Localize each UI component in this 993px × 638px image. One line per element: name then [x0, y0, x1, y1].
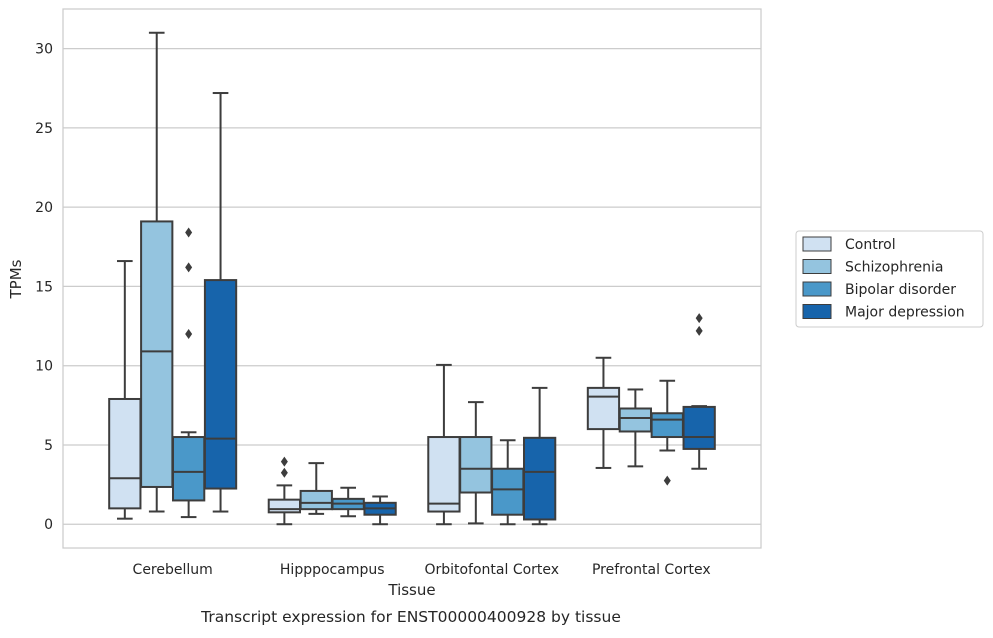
y-tick-label: 0 — [44, 517, 53, 533]
box-iqr — [427, 436, 461, 513]
outlier-point — [663, 475, 671, 486]
x-axis-ticks: Cerebellum Hipppocampus Orbitofontal Corte… — [133, 562, 711, 578]
box-iqr — [172, 436, 206, 502]
box-bipolar-disorder — [650, 379, 684, 486]
legend-swatch — [802, 304, 832, 319]
outlier-point — [280, 456, 288, 467]
legend-label: Schizophrenia — [845, 260, 943, 276]
box-iqr — [650, 412, 684, 439]
box-schizophrenia — [140, 31, 174, 513]
boxes — [108, 31, 716, 526]
box-iqr — [140, 220, 174, 488]
outlier-point — [185, 262, 193, 273]
legend-swatch — [802, 259, 832, 274]
x-tick-label: Hipppocampus — [280, 562, 385, 578]
y-tick-label: 15 — [35, 279, 53, 295]
box-control — [427, 363, 461, 526]
y-tick-label: 5 — [44, 438, 53, 454]
box-schizophrenia — [459, 401, 493, 525]
box-bipolar-disorder — [172, 227, 206, 519]
box-bipolar-disorder — [491, 439, 525, 526]
legend-label: Bipolar disorder — [845, 282, 956, 298]
legend-label: Control — [845, 237, 896, 253]
y-tick-label: 10 — [35, 359, 53, 375]
box-iqr — [267, 498, 302, 514]
box-control — [108, 260, 142, 520]
y-tick-label: 25 — [35, 121, 53, 137]
box-iqr — [586, 386, 621, 431]
legend-swatch — [802, 281, 832, 297]
box-control — [267, 456, 302, 526]
x-axis-label: Tissue — [387, 581, 435, 599]
chart-caption: Transcript expression for ENST0000040092… — [200, 608, 621, 626]
box-iqr — [299, 489, 333, 511]
outlier-point — [185, 328, 193, 339]
box-control — [586, 356, 621, 469]
box-major-depression — [682, 313, 716, 470]
box-iqr — [491, 467, 525, 516]
legend-swatch — [802, 236, 832, 252]
outlier-point — [695, 313, 703, 324]
x-tick-label: Orbitofontal Cortex — [424, 562, 559, 578]
y-axis-ticks: 0 5 10 15 20 25 30 — [35, 42, 53, 534]
box-major-depression — [203, 92, 238, 513]
y-tick-label: 20 — [35, 200, 53, 216]
box-iqr — [522, 436, 557, 521]
box-major-depression — [522, 386, 557, 526]
outlier-point — [695, 325, 703, 336]
y-axis-label: TPMs — [7, 259, 25, 299]
box-iqr — [203, 279, 238, 490]
box-major-depression — [363, 495, 397, 526]
x-tick-label: Prefrontal Cortex — [592, 562, 711, 578]
box-iqr — [108, 397, 142, 510]
box-iqr — [618, 407, 652, 433]
outlier-point — [280, 467, 288, 478]
legend-label: Major depression — [845, 305, 965, 321]
legend: Control Schizophrenia Bipolar disorder Majo… — [795, 230, 984, 328]
y-tick-label: 30 — [35, 42, 53, 58]
plot-frame — [62, 8, 762, 549]
outlier-point — [185, 227, 193, 238]
legend-items: Control Schizophrenia Bipolar disorder Majo… — [802, 236, 965, 321]
box-iqr — [682, 405, 716, 450]
legend-frame — [795, 230, 984, 328]
box-iqr — [459, 436, 493, 494]
x-tick-label: Cerebellum — [133, 562, 213, 578]
